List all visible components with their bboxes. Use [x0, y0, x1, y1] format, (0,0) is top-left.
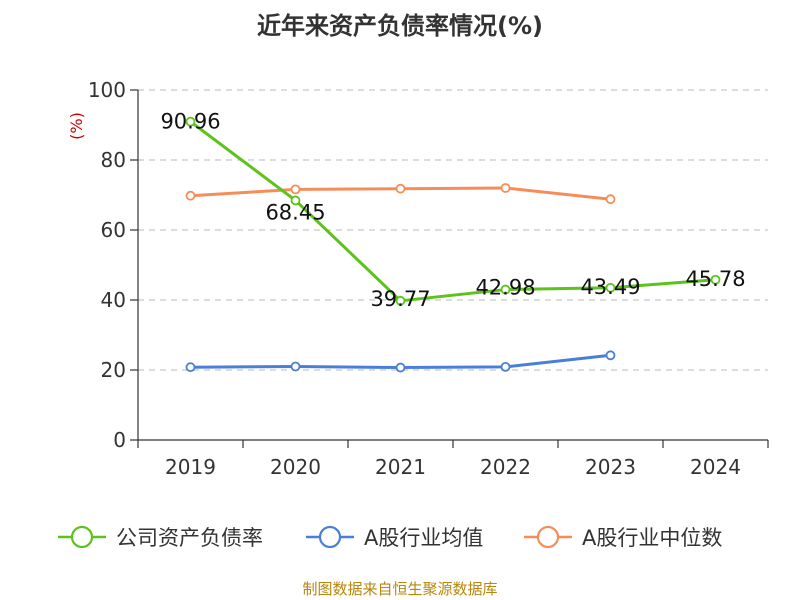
- y-tick-label: 100: [88, 78, 126, 102]
- legend-swatch-marker: [318, 525, 342, 549]
- y-tick-labels: 0 20 40 60 80 100: [88, 78, 126, 452]
- source-note: 制图数据来自恒生聚源数据库: [302, 580, 497, 598]
- series-line: [189, 120, 716, 303]
- data-point: [185, 362, 196, 373]
- y-tick-label: 40: [101, 288, 126, 312]
- data-labels: 90.96 68.45 39.77 42.98 43.49 45.78: [160, 110, 745, 311]
- data-point: [500, 284, 511, 295]
- grid-lines: [130, 89, 768, 441]
- data-label: 42.98: [475, 276, 535, 300]
- x-tick-label: 2020: [270, 455, 321, 479]
- y-tick-label: 80: [101, 148, 126, 172]
- series-group: [185, 116, 721, 373]
- data-label: 43.49: [580, 275, 640, 299]
- data-label: 68.45: [265, 200, 325, 224]
- data-label: 90.96: [160, 110, 220, 134]
- data-label: 39.77: [370, 287, 430, 311]
- chart-title: 近年来资产负债率情况(%): [257, 12, 543, 40]
- axes: [137, 90, 769, 448]
- legend-label: A股行业均值: [364, 526, 483, 550]
- data-label: 45.78: [685, 267, 745, 291]
- data-point: [500, 183, 511, 193]
- y-tick-label: 0: [113, 428, 126, 452]
- y-tick-label: 20: [101, 358, 126, 382]
- x-tick-label: 2023: [585, 455, 636, 479]
- y-axis-label: (%): [67, 112, 86, 140]
- data-point: [605, 350, 616, 361]
- data-point: [605, 194, 616, 205]
- legend: 公司资产负债率 A股行业均值 A股行业中位数: [58, 525, 722, 550]
- data-point: [290, 195, 301, 206]
- x-tick-label: 2019: [165, 455, 216, 479]
- legend-label: A股行业中位数: [582, 526, 722, 550]
- data-point: [185, 190, 196, 201]
- data-point: [605, 282, 616, 293]
- x-tick-label: 2022: [480, 455, 531, 479]
- data-point: [290, 361, 301, 372]
- data-point: [395, 183, 406, 194]
- data-point: [500, 361, 511, 372]
- legend-swatch-marker: [536, 525, 560, 549]
- data-point: [395, 295, 406, 306]
- legend-label: 公司资产负债率: [116, 526, 263, 550]
- x-tick-label: 2021: [375, 455, 426, 479]
- data-point: [710, 274, 721, 285]
- legend-item: 公司资产负债率: [58, 525, 263, 550]
- legend-swatch-marker: [70, 525, 94, 549]
- legend-item: A股行业均值: [306, 525, 483, 550]
- x-tick-labels: 2019 2020 2021 2022 2023 2024: [165, 455, 741, 479]
- x-tick-label: 2024: [690, 455, 741, 479]
- y-tick-label: 60: [101, 218, 126, 242]
- legend-item: A股行业中位数: [524, 525, 722, 550]
- data-point: [290, 184, 301, 195]
- data-point: [185, 116, 196, 127]
- data-point: [395, 362, 406, 373]
